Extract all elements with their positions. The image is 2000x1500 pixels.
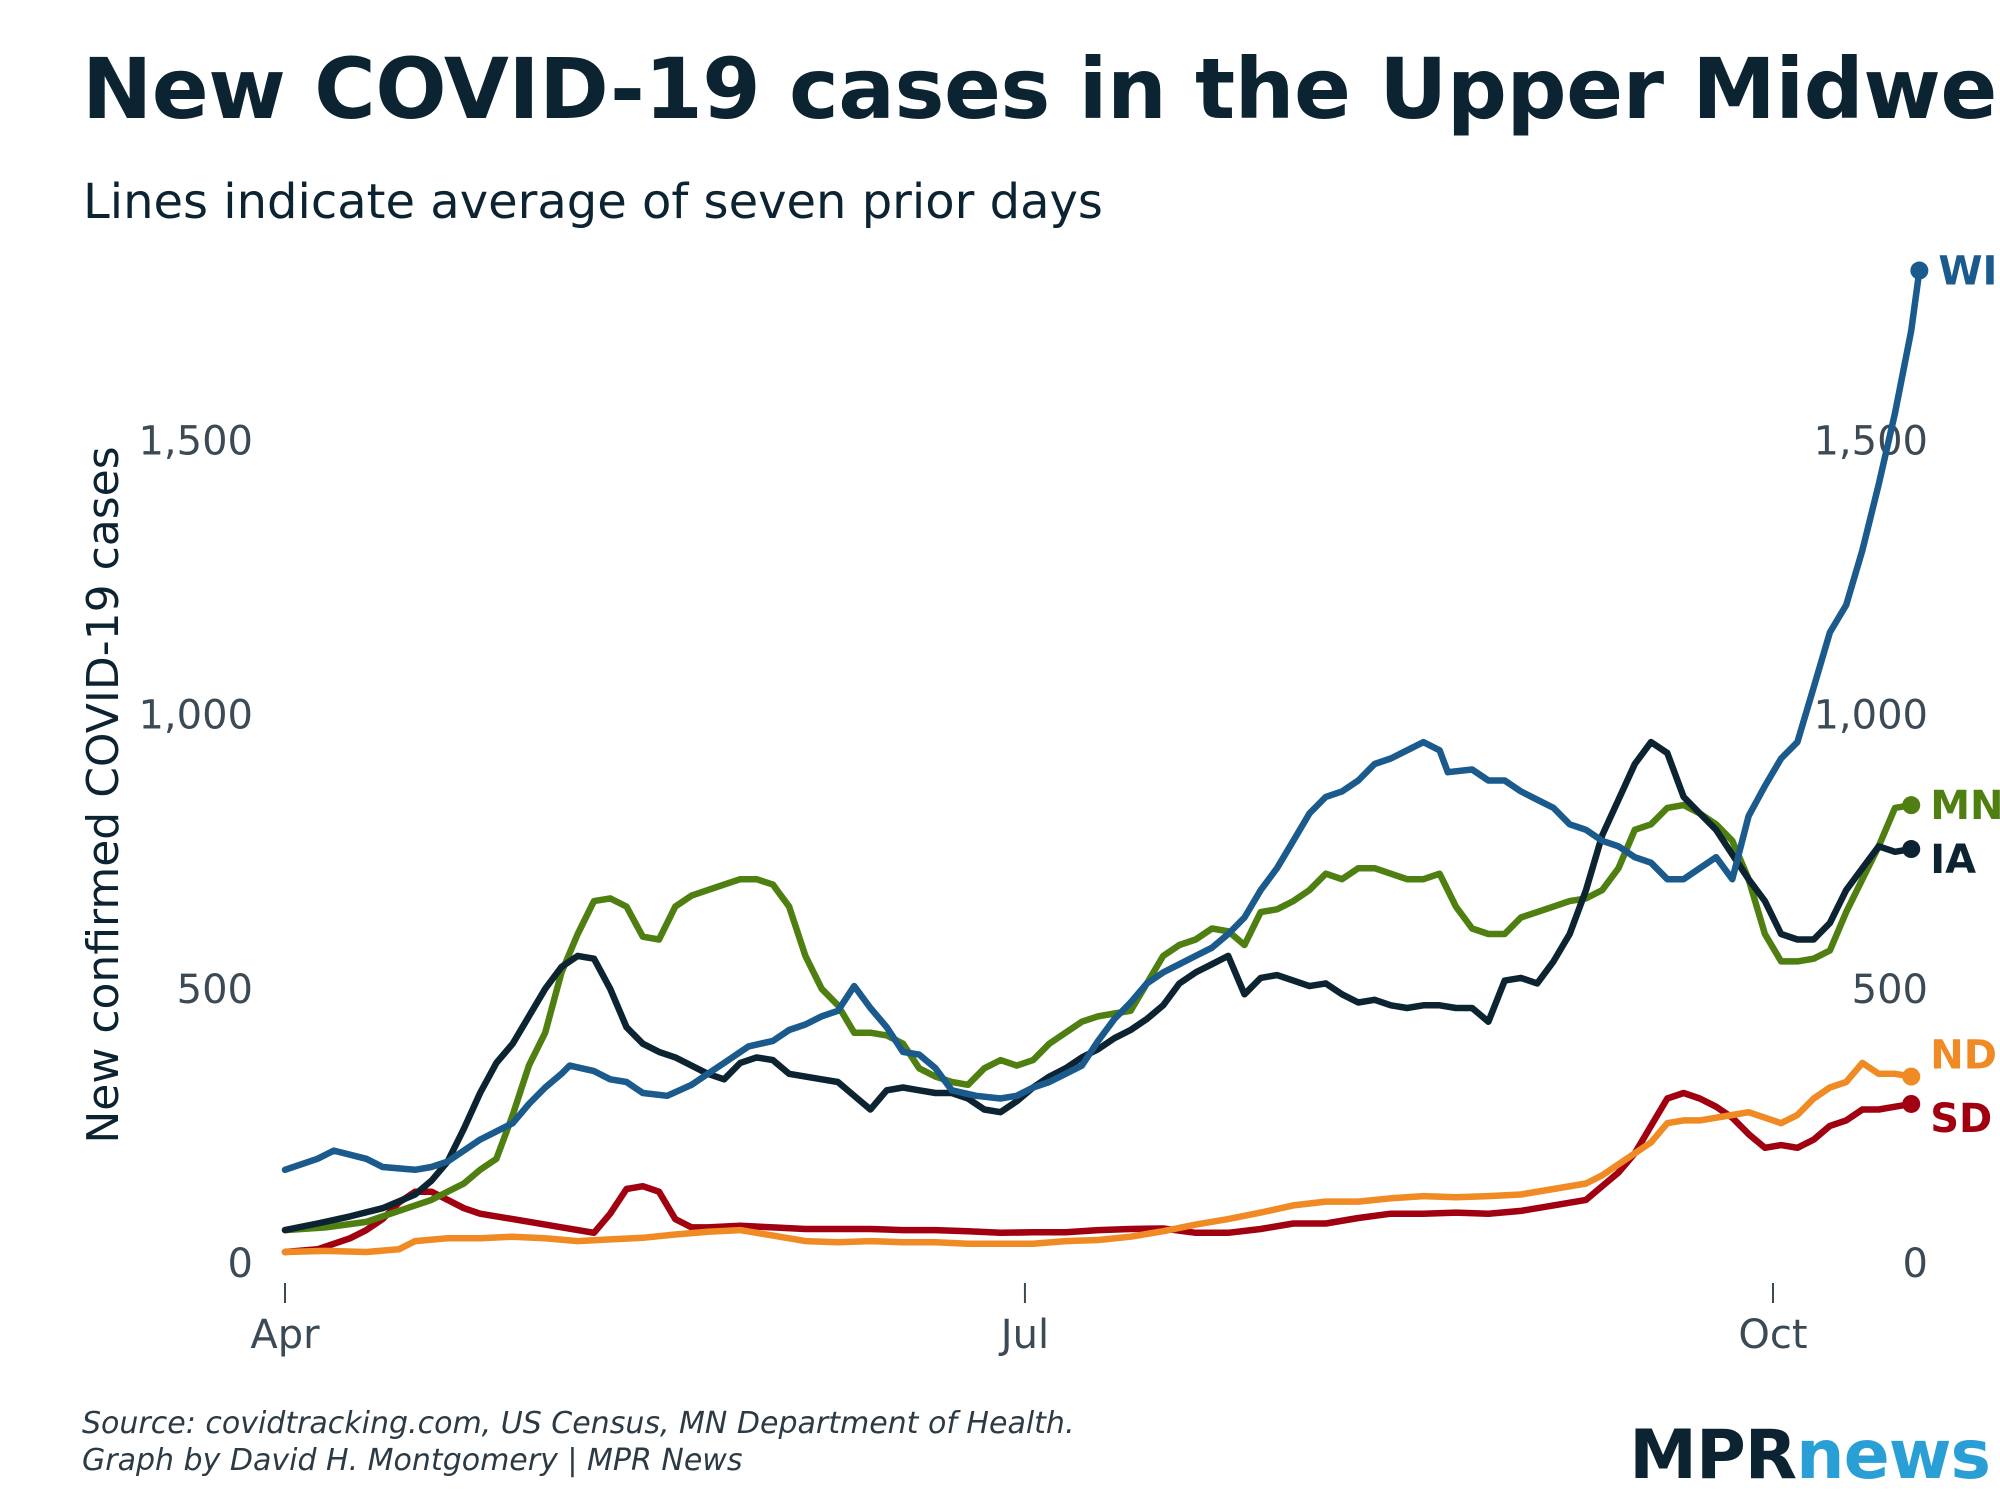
series-label-nd: ND [1930,1033,1997,1079]
chart-subtitle: Lines indicate average of seven prior da… [83,174,1103,230]
logo-mpr: MPR [1629,1416,1797,1495]
y-tick-label-right: 500 [1852,967,1928,1013]
y-tick-label-right: 0 [1903,1241,1928,1287]
y-axis-right: 0 500 1,000 1,500 [1813,419,1928,1288]
y-axis-left: 0 500 1,000 1,500 [138,419,253,1288]
y-tick-label-right: 1,500 [1813,419,1928,465]
credit-line: Graph by David H. Montgomery | MPR News [82,1443,743,1478]
x-tick-label: Apr [250,1312,320,1358]
series-label-ia: IA [1930,837,1976,883]
y-tick-label-left: 0 [228,1241,253,1287]
chart-title: New COVID-19 cases in the Upper Midwest [82,40,2000,138]
series-labels: WI MN IA ND SD [1930,249,2000,1142]
series-line-nd [281,1059,1915,1256]
series-endpoint-mn [1902,796,1921,815]
series-endpoints [1902,261,1929,1113]
logo-news: news [1796,1416,1991,1495]
series-endpoint-wi [1910,261,1929,280]
y-tick-label-left: 1,500 [138,419,253,465]
source-note: Source: covidtracking.com, US Census, MN… [82,1405,1074,1479]
y-axis-label: New confirmed COVID-19 cases [78,446,129,1143]
source-line: Source: covidtracking.com, US Census, MN… [82,1406,1075,1441]
series-label-mn: MN [1930,783,2000,829]
series-line-wi [281,267,1923,1174]
series-label-wi: WI [1938,249,1997,295]
series-endpoint-sd [1902,1094,1921,1113]
series-line-ia [281,738,1915,1234]
series-lines [281,267,1923,1256]
series-endpoint-nd [1902,1067,1921,1086]
y-tick-label-right: 1,000 [1813,693,1928,739]
series-label-sd: SD [1930,1096,1992,1142]
x-tick-label: Oct [1738,1312,1807,1358]
series-endpoint-ia [1902,840,1921,859]
y-tick-label-left: 500 [177,967,253,1013]
series-line-sd [281,1089,1915,1256]
mpr-news-logo: MPRnews [1629,1420,1991,1492]
y-tick-label-left: 1,000 [138,693,253,739]
x-tick-label: Jul [998,1312,1049,1358]
x-axis: Apr Jul Oct [250,1283,1808,1358]
